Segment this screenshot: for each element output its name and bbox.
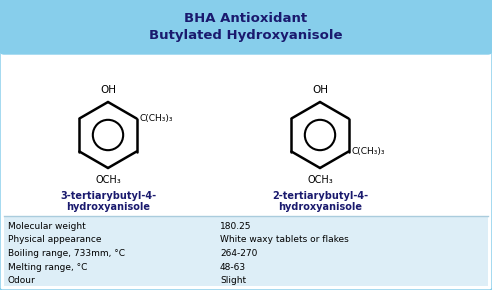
Text: Slight: Slight (220, 276, 246, 285)
Text: hydroxyanisole: hydroxyanisole (66, 202, 150, 212)
Text: OCH₃: OCH₃ (307, 175, 333, 185)
Text: 48-63: 48-63 (220, 262, 246, 271)
FancyBboxPatch shape (4, 216, 488, 286)
Text: 180.25: 180.25 (220, 222, 251, 231)
Text: OH: OH (100, 85, 116, 95)
Text: hydroxyanisole: hydroxyanisole (278, 202, 362, 212)
Text: 2-tertiarybutyl-4-: 2-tertiarybutyl-4- (272, 191, 368, 201)
FancyBboxPatch shape (0, 0, 492, 54)
Text: Boiling range, 733mm, °C: Boiling range, 733mm, °C (8, 249, 125, 258)
Text: Odour: Odour (8, 276, 36, 285)
Text: Melting range, °C: Melting range, °C (8, 262, 88, 271)
Text: C(CH₃)₃: C(CH₃)₃ (140, 114, 173, 123)
Text: OCH₃: OCH₃ (95, 175, 121, 185)
Text: C(CH₃)₃: C(CH₃)₃ (352, 147, 385, 156)
Text: BHA Antioxidant: BHA Antioxidant (184, 12, 308, 26)
Text: Butylated Hydroxyanisole: Butylated Hydroxyanisole (149, 28, 343, 41)
Text: OH: OH (312, 85, 328, 95)
Text: Physical appearance: Physical appearance (8, 235, 101, 244)
Text: White waxy tablets or flakes: White waxy tablets or flakes (220, 235, 349, 244)
Text: Molecular weight: Molecular weight (8, 222, 86, 231)
Text: 3-tertiarybutyl-4-: 3-tertiarybutyl-4- (60, 191, 156, 201)
Text: 264-270: 264-270 (220, 249, 257, 258)
